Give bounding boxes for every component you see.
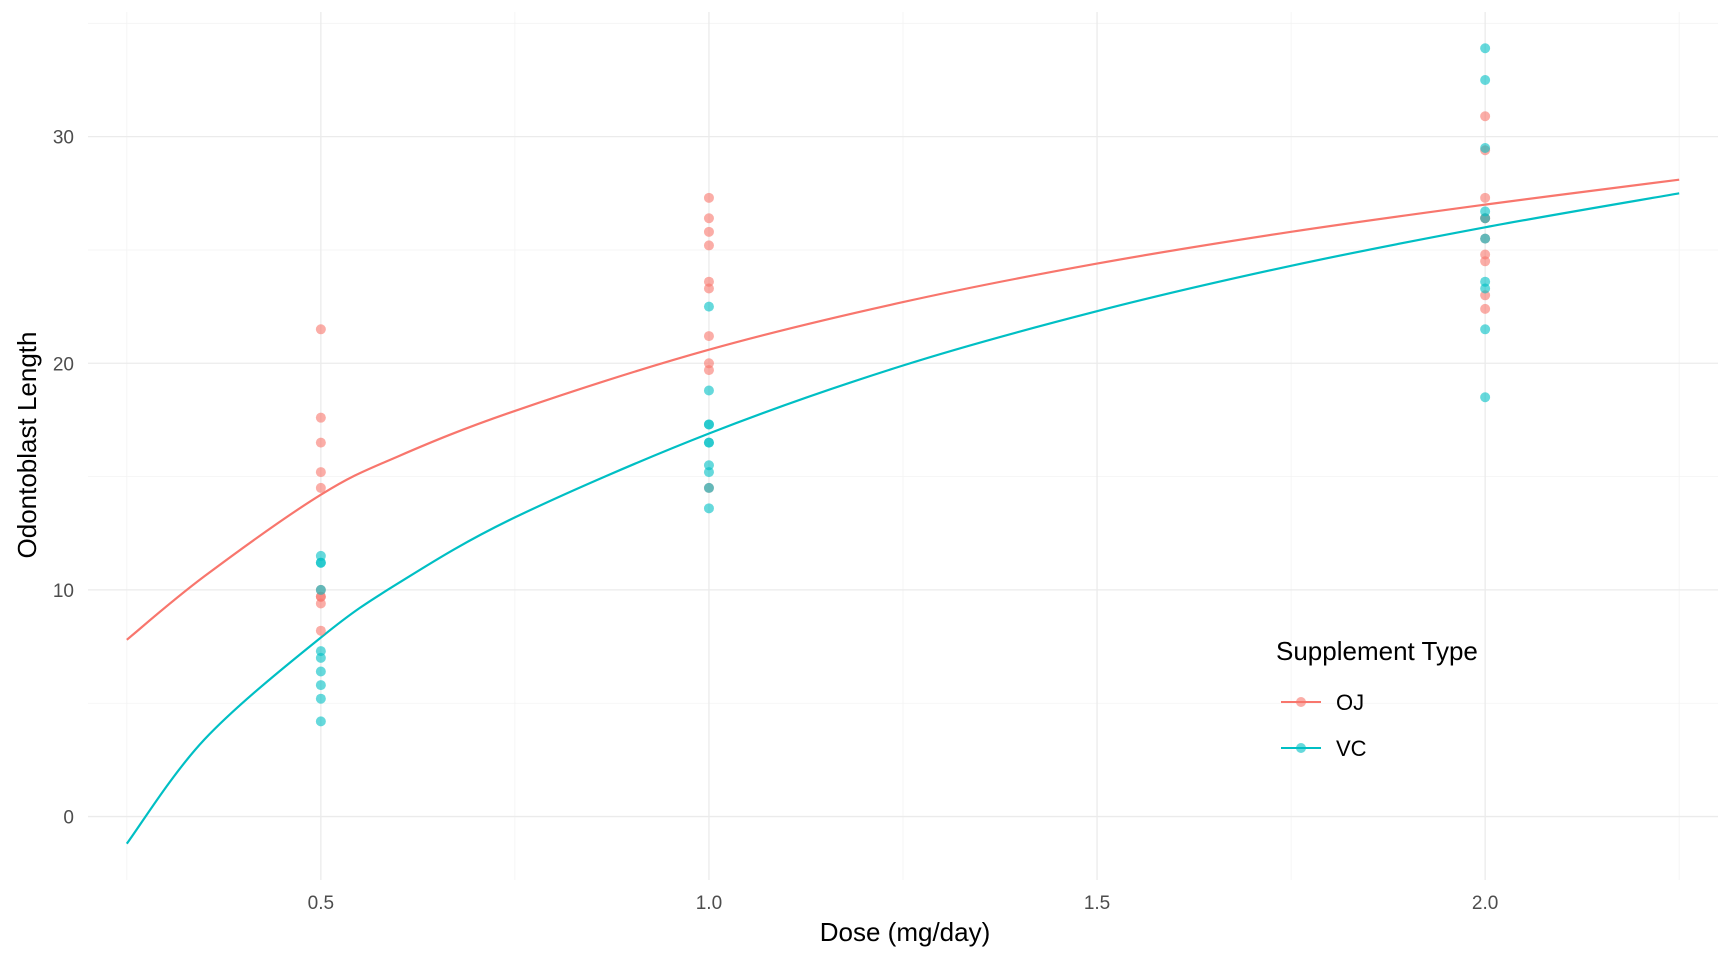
data-point-oj bbox=[703, 365, 714, 376]
legend-title: Supplement Type bbox=[1276, 636, 1478, 666]
data-point-vc bbox=[315, 584, 326, 595]
data-point-oj bbox=[703, 192, 714, 203]
trend-lines bbox=[125, 178, 1680, 845]
x-axis-ticks: 0.5 1.0 1.5 2.0 bbox=[308, 893, 1499, 914]
data-points bbox=[315, 43, 1491, 727]
data-point-vc bbox=[315, 652, 326, 663]
data-point-oj bbox=[315, 467, 326, 478]
data-point-vc bbox=[1480, 392, 1491, 403]
data-point-oj bbox=[315, 412, 326, 423]
data-point-vc bbox=[315, 680, 326, 691]
data-point-vc bbox=[1480, 233, 1491, 244]
trend-line-oj bbox=[126, 178, 1680, 641]
data-point-vc bbox=[315, 693, 326, 704]
data-point-vc bbox=[703, 482, 714, 493]
legend: Supplement Type OJ VC bbox=[1276, 636, 1478, 761]
data-point-vc bbox=[703, 467, 714, 478]
x-tick-label: 0.5 bbox=[308, 893, 334, 914]
data-point-vc bbox=[315, 557, 326, 568]
x-tick-label: 1.0 bbox=[696, 893, 722, 914]
data-point-oj bbox=[315, 625, 326, 636]
legend-key-point-oj bbox=[1296, 697, 1306, 707]
y-tick-label: 0 bbox=[63, 808, 74, 829]
data-point-vc bbox=[1480, 43, 1491, 54]
data-point-vc bbox=[703, 503, 714, 514]
data-point-oj bbox=[703, 331, 714, 342]
data-point-oj bbox=[315, 598, 326, 609]
x-axis-title: Dose (mg/day) bbox=[820, 917, 991, 947]
data-point-vc bbox=[703, 385, 714, 396]
data-point-oj bbox=[703, 213, 714, 224]
data-point-oj bbox=[1480, 303, 1491, 314]
y-axis-ticks: 0 10 20 30 bbox=[53, 128, 74, 829]
x-tick-label: 2.0 bbox=[1472, 893, 1498, 914]
data-point-oj bbox=[1480, 256, 1491, 267]
data-point-vc bbox=[703, 437, 714, 448]
legend-key-point-vc bbox=[1296, 743, 1306, 753]
data-point-oj bbox=[703, 240, 714, 251]
y-tick-label: 20 bbox=[53, 354, 74, 375]
data-point-oj bbox=[315, 324, 326, 335]
data-point-vc bbox=[1480, 142, 1491, 153]
legend-label-oj: OJ bbox=[1336, 690, 1364, 715]
grid bbox=[88, 12, 1718, 880]
data-point-oj bbox=[703, 226, 714, 237]
data-point-vc bbox=[1480, 213, 1491, 224]
data-point-oj bbox=[1480, 192, 1491, 203]
data-point-oj bbox=[315, 437, 326, 448]
data-point-oj bbox=[315, 482, 326, 493]
x-tick-label: 1.5 bbox=[1084, 893, 1110, 914]
legend-items: OJ VC bbox=[1281, 690, 1367, 761]
data-point-vc bbox=[1480, 324, 1491, 335]
data-point-oj bbox=[703, 283, 714, 294]
y-tick-label: 10 bbox=[53, 581, 74, 602]
y-tick-label: 30 bbox=[53, 128, 74, 149]
data-point-oj bbox=[1480, 111, 1491, 122]
data-point-vc bbox=[1480, 283, 1491, 294]
data-point-vc bbox=[703, 301, 714, 312]
data-point-vc bbox=[1480, 74, 1491, 85]
data-point-vc bbox=[315, 716, 326, 727]
data-point-vc bbox=[315, 666, 326, 677]
data-point-vc bbox=[703, 419, 714, 430]
y-axis-title: Odontoblast Length bbox=[12, 332, 42, 559]
trend-line-vc bbox=[125, 192, 1680, 845]
legend-label-vc: VC bbox=[1336, 736, 1367, 761]
